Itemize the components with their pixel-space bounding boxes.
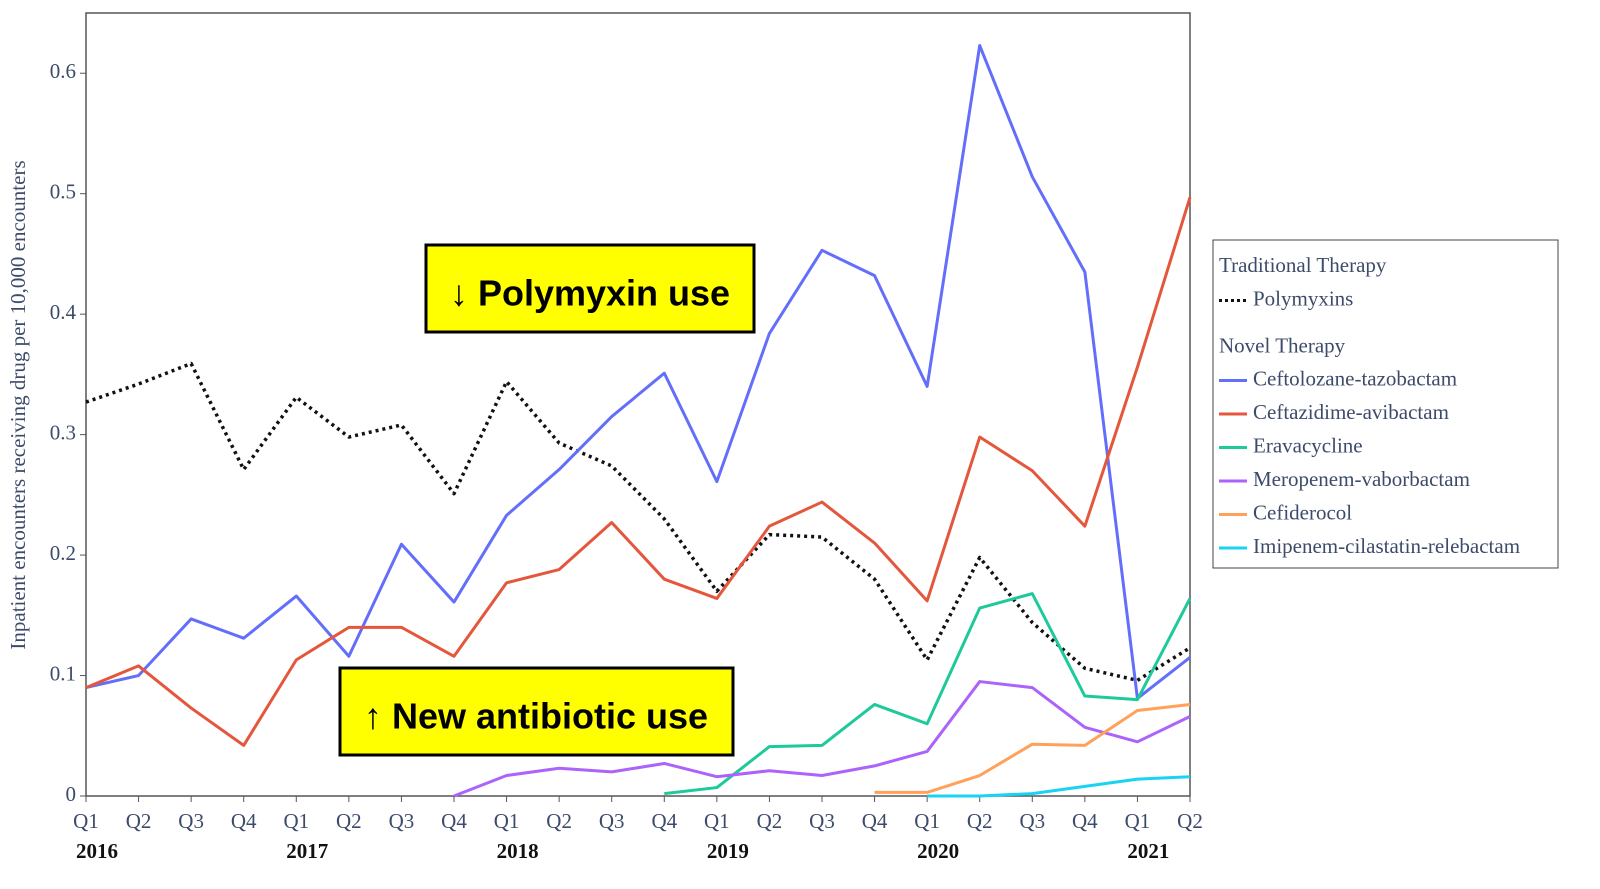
x-tick-label: Q1 (1125, 809, 1151, 833)
y-tick-label: 0.1 (50, 661, 76, 685)
x-tick-label: Q3 (178, 809, 204, 833)
year-label: 2019 (707, 839, 749, 863)
legend-label: Imipenem-cilastatin-relebactam (1253, 534, 1520, 558)
x-tick-label: Q4 (231, 809, 257, 833)
annotation: ↓ Polymyxin use (450, 273, 730, 314)
y-axis-label: Inpatient encounters receiving drug per … (6, 160, 30, 649)
legend-label: Eravacycline (1253, 433, 1363, 457)
x-tick-label: Q1 (494, 809, 520, 833)
y-tick-label: 0.3 (50, 420, 76, 444)
legend-label: Cefiderocol (1253, 500, 1352, 524)
y-tick-label: 0.2 (50, 541, 76, 565)
year-label: 2016 (76, 839, 118, 863)
x-tick-label: Q3 (809, 809, 835, 833)
year-label: 2021 (1127, 839, 1169, 863)
y-tick-label: 0.4 (50, 300, 77, 324)
annotation-box (338, 666, 735, 757)
series-line (453, 680, 1191, 798)
legend-group-title: Traditional Therapy (1219, 253, 1387, 277)
series-line (664, 592, 1192, 796)
legend-label: Ceftolozane-tazobactam (1253, 366, 1457, 390)
x-tick-label: Q4 (862, 809, 888, 833)
x-tick-label: Q3 (599, 809, 625, 833)
y-tick-label: 0 (66, 782, 77, 806)
x-tick-label: Q4 (441, 809, 467, 833)
year-label: 2018 (497, 839, 539, 863)
legend-label: Polymyxins (1253, 286, 1353, 310)
series-line (927, 775, 1191, 798)
x-tick-label: Q1 (73, 809, 99, 833)
legend-label: Ceftazidime-avibactam (1253, 400, 1449, 424)
legend-box (1212, 239, 1559, 569)
legend-label: Meropenem-vaborbactam (1253, 467, 1470, 491)
x-tick-label: Q3 (389, 809, 415, 833)
plot-frame (85, 12, 1191, 797)
x-tick-label: Q2 (757, 809, 783, 833)
annotation-box (424, 243, 756, 334)
series-line (85, 196, 1192, 747)
x-tick-label: Q2 (546, 809, 572, 833)
x-tick-label: Q2 (126, 809, 152, 833)
x-tick-label: Q2 (1177, 809, 1203, 833)
x-tick-label: Q3 (1019, 809, 1045, 833)
legend-group-title: Novel Therapy (1219, 333, 1346, 357)
x-tick-label: Q2 (967, 809, 993, 833)
year-label: 2017 (286, 839, 328, 863)
x-tick-label: Q1 (283, 809, 309, 833)
annotation: ↑ New antibiotic use (364, 696, 708, 737)
year-label: 2020 (917, 839, 959, 863)
series-line (85, 44, 1191, 700)
x-tick-label: Q4 (651, 809, 677, 833)
x-tick-label: Q4 (1072, 809, 1098, 833)
series-line (874, 702, 1191, 794)
y-tick-label: 0.5 (50, 180, 76, 204)
x-tick-label: Q1 (704, 809, 730, 833)
x-tick-label: Q1 (914, 809, 940, 833)
x-tick-label: Q2 (336, 809, 362, 833)
series-line (85, 361, 1191, 683)
y-tick-label: 0.6 (50, 59, 76, 83)
